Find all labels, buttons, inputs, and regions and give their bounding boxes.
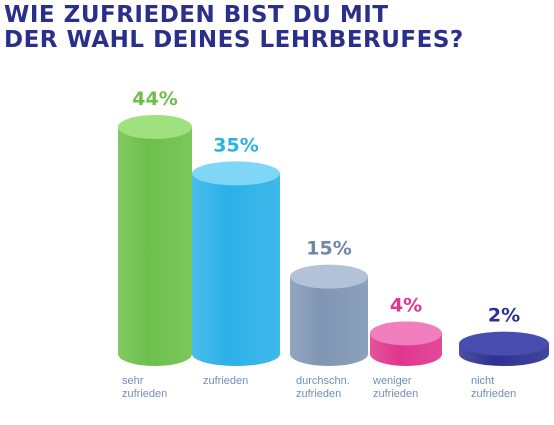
bar-top — [459, 331, 549, 356]
category-label: nicht zufrieden — [471, 375, 516, 400]
value-label: 2% — [488, 305, 520, 327]
bar-4 — [370, 321, 442, 366]
value-label: 4% — [390, 294, 422, 316]
bar-3 — [290, 264, 368, 366]
chart-title: WIE ZUFRIEDEN BIST DU MIT DER WAHL DEINE… — [4, 3, 464, 53]
category-label: sehr zufrieden — [122, 375, 167, 400]
bar-body — [118, 127, 192, 366]
bar-5 — [459, 331, 549, 366]
value-label: 35% — [213, 134, 258, 156]
category-label: durchschn. zufrieden — [296, 375, 350, 400]
bar-2 — [192, 161, 280, 366]
bar-body — [192, 173, 280, 366]
bar-body — [290, 276, 368, 366]
bar-1 — [118, 115, 192, 366]
chart-title-line-2: DER WAHL DEINES LEHRBERUFES? — [4, 27, 464, 53]
chart-title-line-1: WIE ZUFRIEDEN BIST DU MIT — [4, 2, 389, 28]
bar-top — [192, 161, 280, 186]
category-label: weniger zufrieden — [372, 375, 418, 400]
category-label: zufrieden — [203, 375, 248, 387]
bar-top — [118, 115, 192, 139]
value-label: 15% — [306, 238, 351, 260]
bar-top — [290, 264, 368, 289]
bar-top — [370, 321, 442, 346]
value-label: 44% — [132, 88, 177, 110]
